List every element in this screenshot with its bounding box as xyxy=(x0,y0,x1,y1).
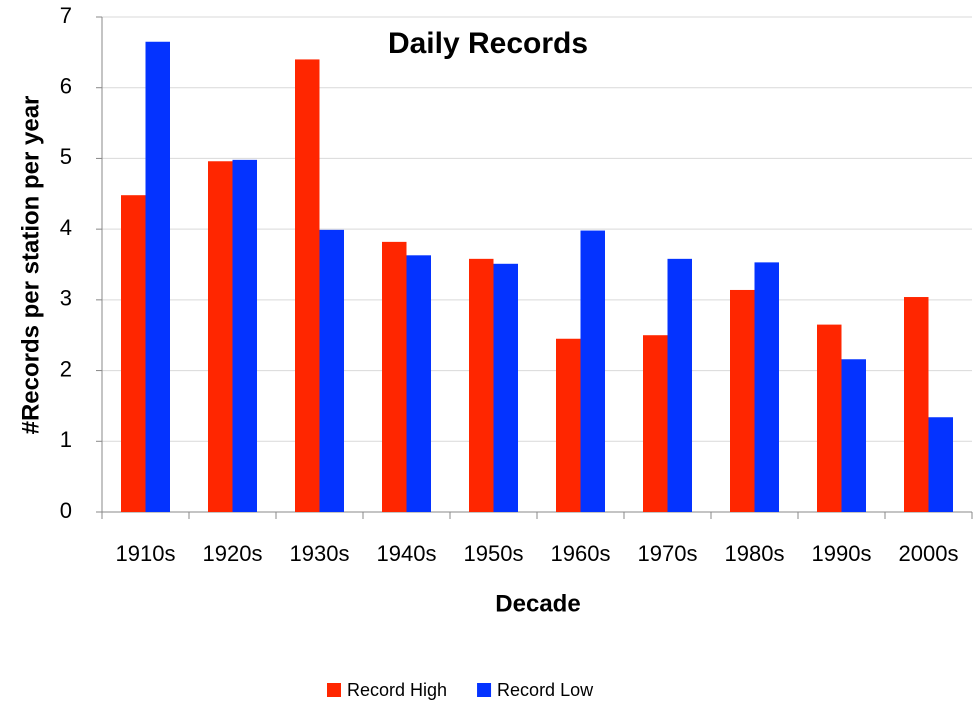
bar xyxy=(382,241,407,512)
bar xyxy=(145,41,170,512)
y-tick-label: 7 xyxy=(60,3,72,28)
x-tick-label: 1980s xyxy=(725,541,785,566)
x-tick-label: 1950s xyxy=(464,541,524,566)
y-tick-label: 0 xyxy=(60,498,72,523)
x-tick-label: 1940s xyxy=(377,541,437,566)
x-tick-label: 1990s xyxy=(812,541,872,566)
chart-title: Daily Records xyxy=(388,27,588,60)
y-tick-label: 4 xyxy=(60,215,72,240)
y-tick-label: 3 xyxy=(60,286,72,311)
bar xyxy=(841,359,866,512)
bar xyxy=(730,289,755,512)
bar xyxy=(556,338,581,512)
x-tick-label: 1920s xyxy=(203,541,263,566)
y-tick-label: 6 xyxy=(60,74,72,99)
x-tick-label: 1930s xyxy=(290,541,350,566)
legend-swatch xyxy=(327,683,341,697)
bar xyxy=(295,59,320,513)
bar xyxy=(469,258,494,512)
bar xyxy=(754,262,779,512)
legend-swatch xyxy=(477,683,492,697)
y-tick-label: 2 xyxy=(60,356,72,381)
x-tick-label: 1910s xyxy=(116,541,176,566)
bar xyxy=(904,297,929,512)
bar xyxy=(493,263,518,512)
bar xyxy=(319,229,344,512)
x-tick-label: 2000s xyxy=(899,541,959,566)
bar xyxy=(667,258,692,512)
bar xyxy=(208,161,233,512)
x-tick-label: 1960s xyxy=(551,541,611,566)
bar xyxy=(232,159,257,513)
x-tick-label: 1970s xyxy=(638,541,698,566)
bar xyxy=(817,324,842,512)
legend-label: Record High xyxy=(347,680,447,700)
bar xyxy=(121,195,146,512)
bar xyxy=(928,417,953,512)
bar xyxy=(643,335,668,512)
bar xyxy=(406,255,431,513)
y-tick-label: 1 xyxy=(60,427,72,452)
bar xyxy=(580,230,605,513)
x-axis-label: Decade xyxy=(495,590,580,617)
y-axis-label: #Records per station per year xyxy=(17,96,44,435)
legend-label: Record Low xyxy=(497,680,594,700)
y-tick-label: 5 xyxy=(60,144,72,169)
